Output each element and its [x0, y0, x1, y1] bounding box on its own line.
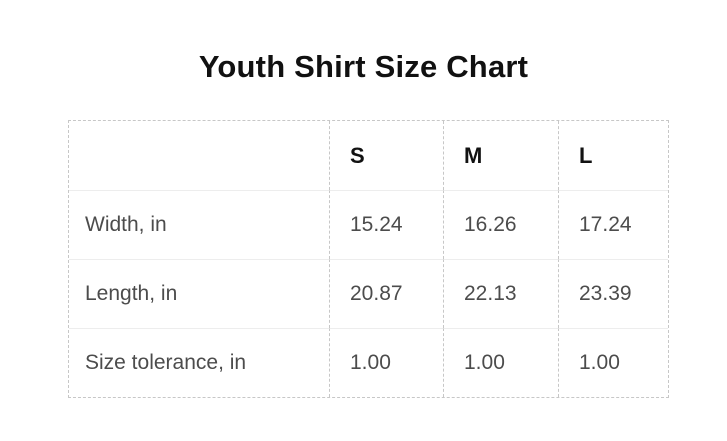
cell-length-l: 23.39	[558, 259, 668, 328]
cell-length-m: 22.13	[443, 259, 558, 328]
cell-length-s: 20.87	[329, 259, 443, 328]
column-header-m: M	[443, 121, 558, 190]
size-chart-table: S M L Width, in 15.24 16.26 17.24 Length…	[68, 120, 669, 398]
cell-tolerance-l: 1.00	[558, 328, 668, 397]
cell-width-l: 17.24	[558, 190, 668, 259]
cell-tolerance-s: 1.00	[329, 328, 443, 397]
cell-width-m: 16.26	[443, 190, 558, 259]
cell-width-s: 15.24	[329, 190, 443, 259]
page-title: Youth Shirt Size Chart	[198, 49, 529, 84]
column-header-s: S	[329, 121, 443, 190]
column-header-l: L	[558, 121, 668, 190]
cell-tolerance-m: 1.00	[443, 328, 558, 397]
row-label-width: Width, in	[69, 190, 329, 259]
table-corner-cell	[69, 121, 329, 190]
row-label-length: Length, in	[69, 259, 329, 328]
row-label-size-tolerance: Size tolerance, in	[69, 328, 329, 397]
